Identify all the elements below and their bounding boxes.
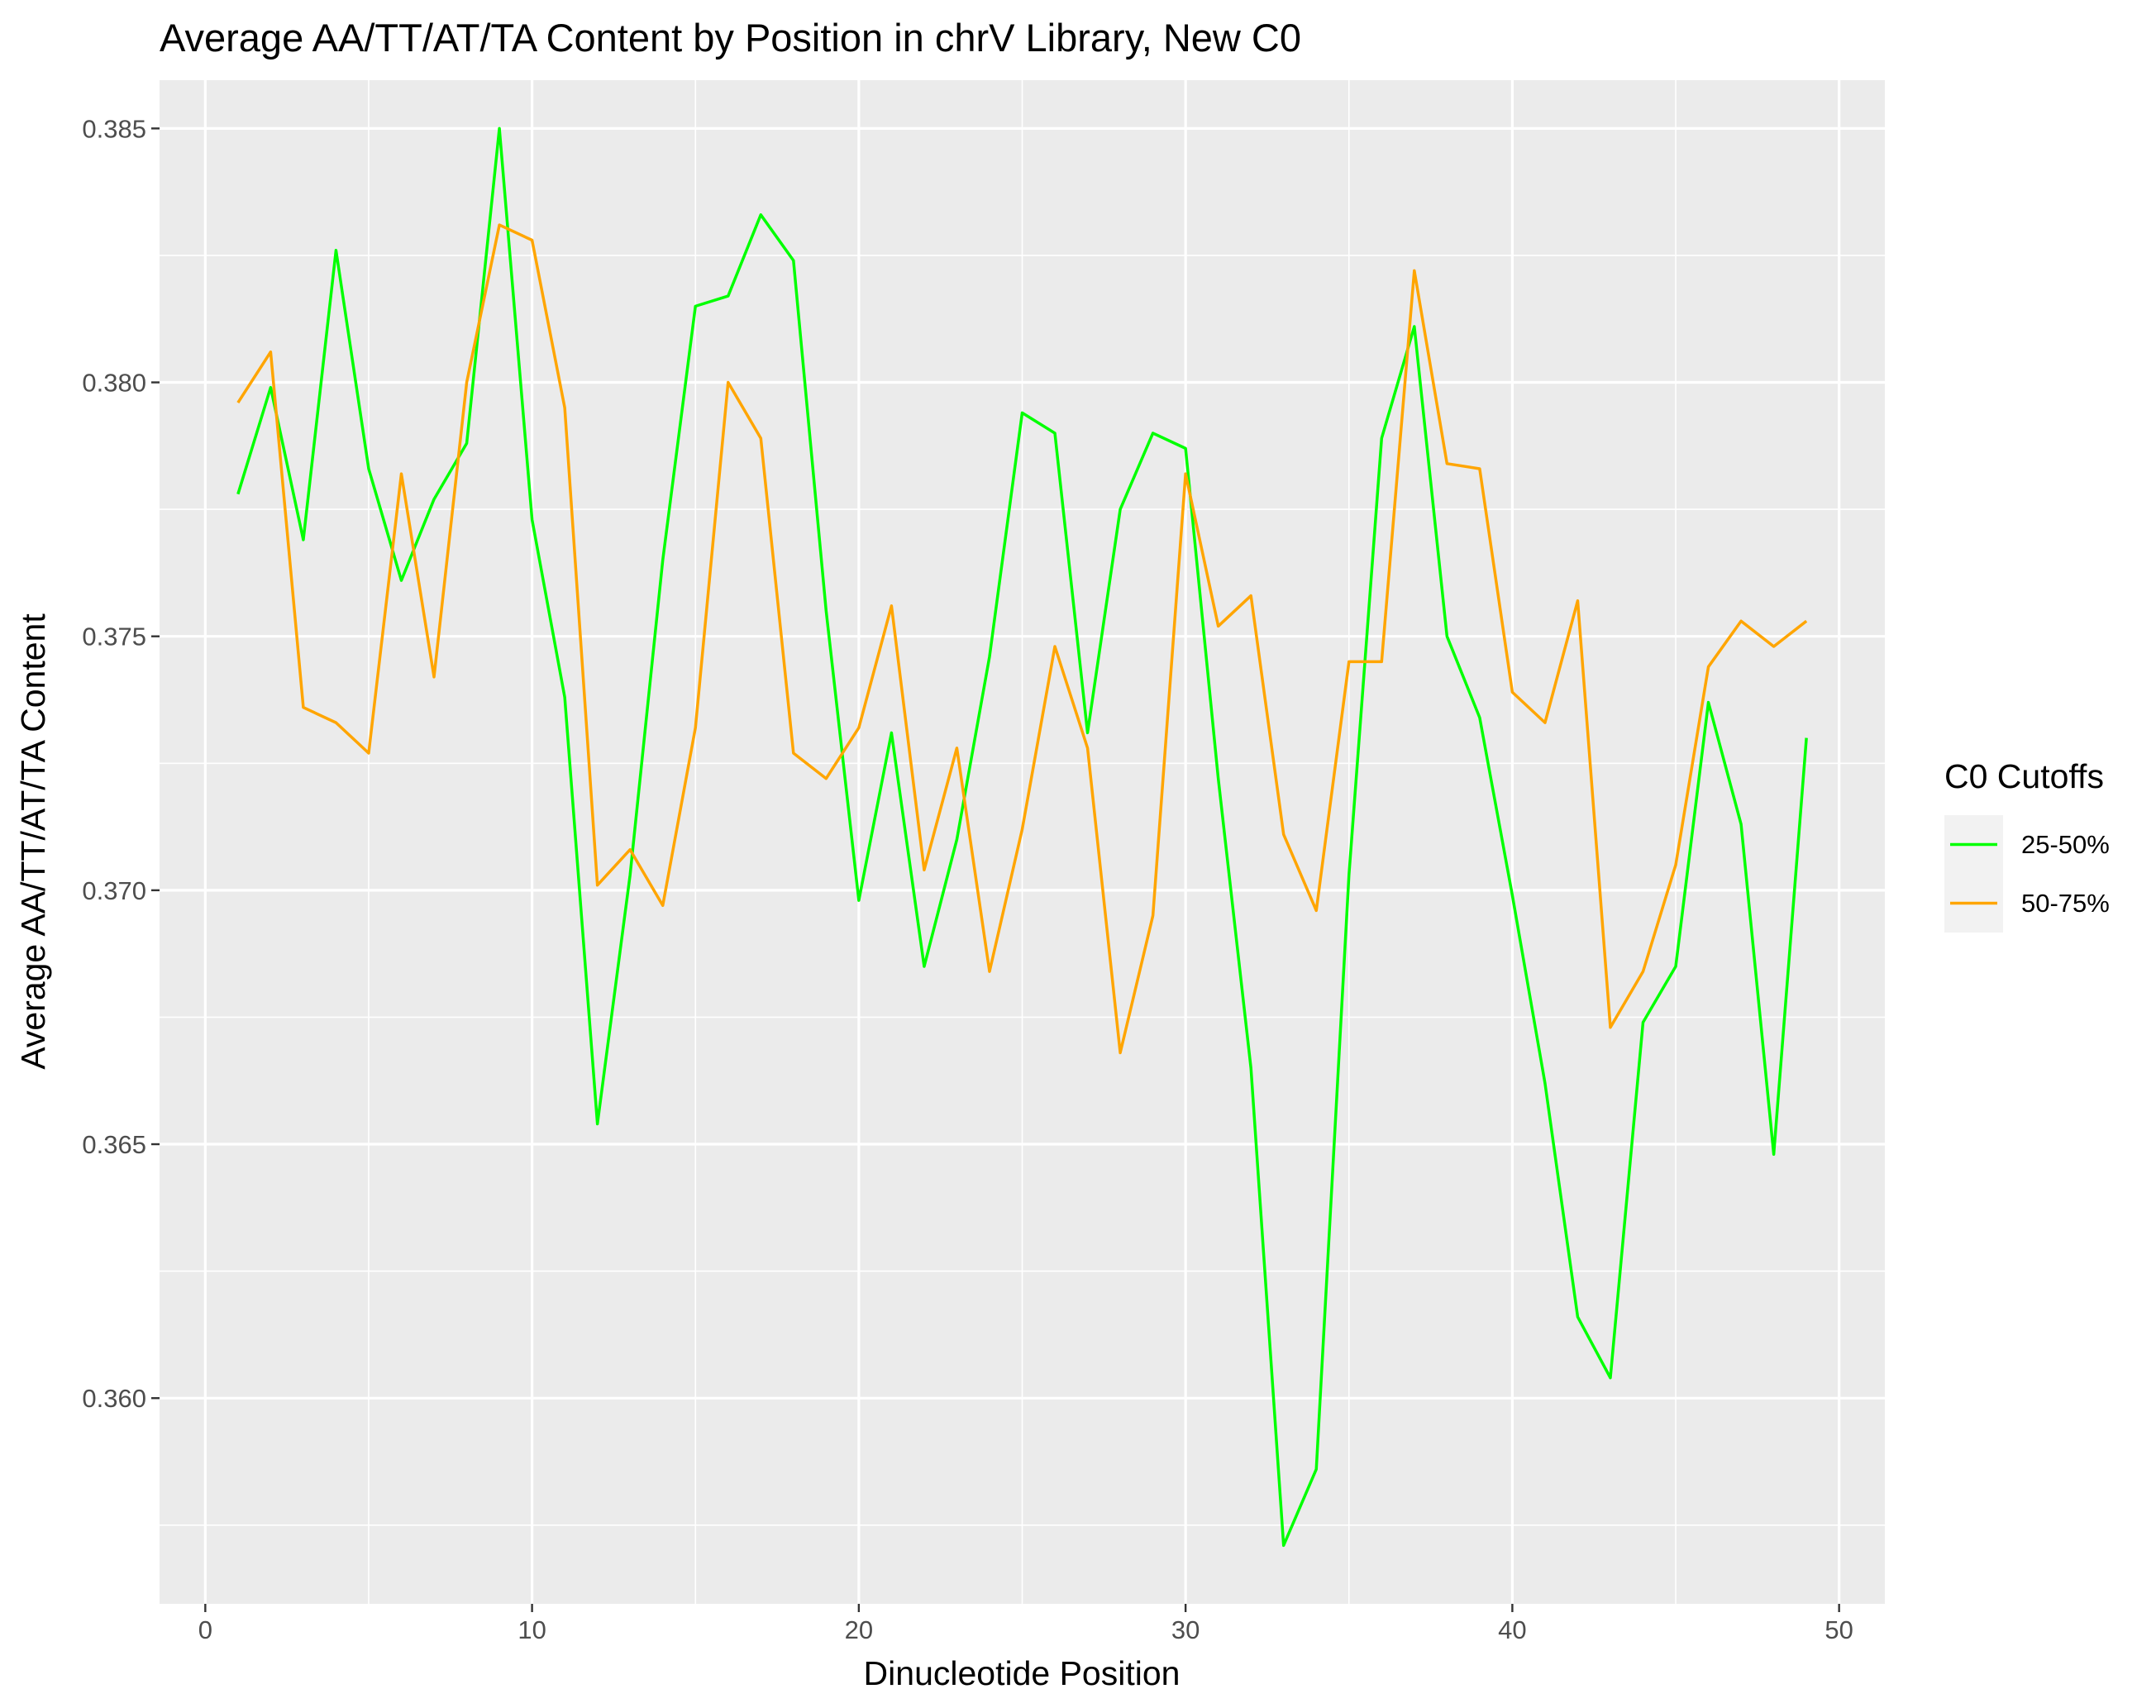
chart-title: Average AA/TT/AT/TA Content by Position … (160, 16, 1301, 60)
x-tick-label: 40 (1498, 1615, 1526, 1644)
legend: C0 Cutoffs 25-50% 50-75% (1944, 757, 2110, 933)
x-tick-label: 50 (1824, 1615, 1853, 1644)
y-tick-label: 0.375 (82, 623, 146, 651)
y-axis-title: Average AA/TT/AT/TA Content (14, 613, 52, 1070)
grid-major (160, 80, 1885, 1604)
x-axis-title: Dinucleotide Position (864, 1654, 1181, 1692)
x-tick-label: 0 (198, 1615, 212, 1644)
y-tick-label: 0.365 (82, 1130, 146, 1159)
x-tick-label: 30 (1171, 1615, 1200, 1644)
y-tick-label: 0.380 (82, 369, 146, 398)
y-tick-label: 0.360 (82, 1384, 146, 1413)
grid-minor (160, 80, 1885, 1604)
y-axis: 0.360 0.365 0.370 0.375 0.380 0.385 (82, 114, 160, 1413)
x-tick-label: 10 (518, 1615, 546, 1644)
x-tick-label: 20 (845, 1615, 873, 1644)
legend-label-25-50: 25-50% (2021, 830, 2110, 859)
series-line-25-50 (236, 126, 1808, 1548)
y-tick-label: 0.370 (82, 876, 146, 905)
series-line-50-75 (236, 223, 1808, 1055)
legend-title: C0 Cutoffs (1944, 757, 2104, 795)
y-tick-label: 0.385 (82, 114, 146, 143)
x-axis: 0 10 20 30 40 50 (198, 1604, 1853, 1644)
series-layer (236, 126, 1808, 1548)
legend-label-50-75: 50-75% (2021, 889, 2110, 918)
